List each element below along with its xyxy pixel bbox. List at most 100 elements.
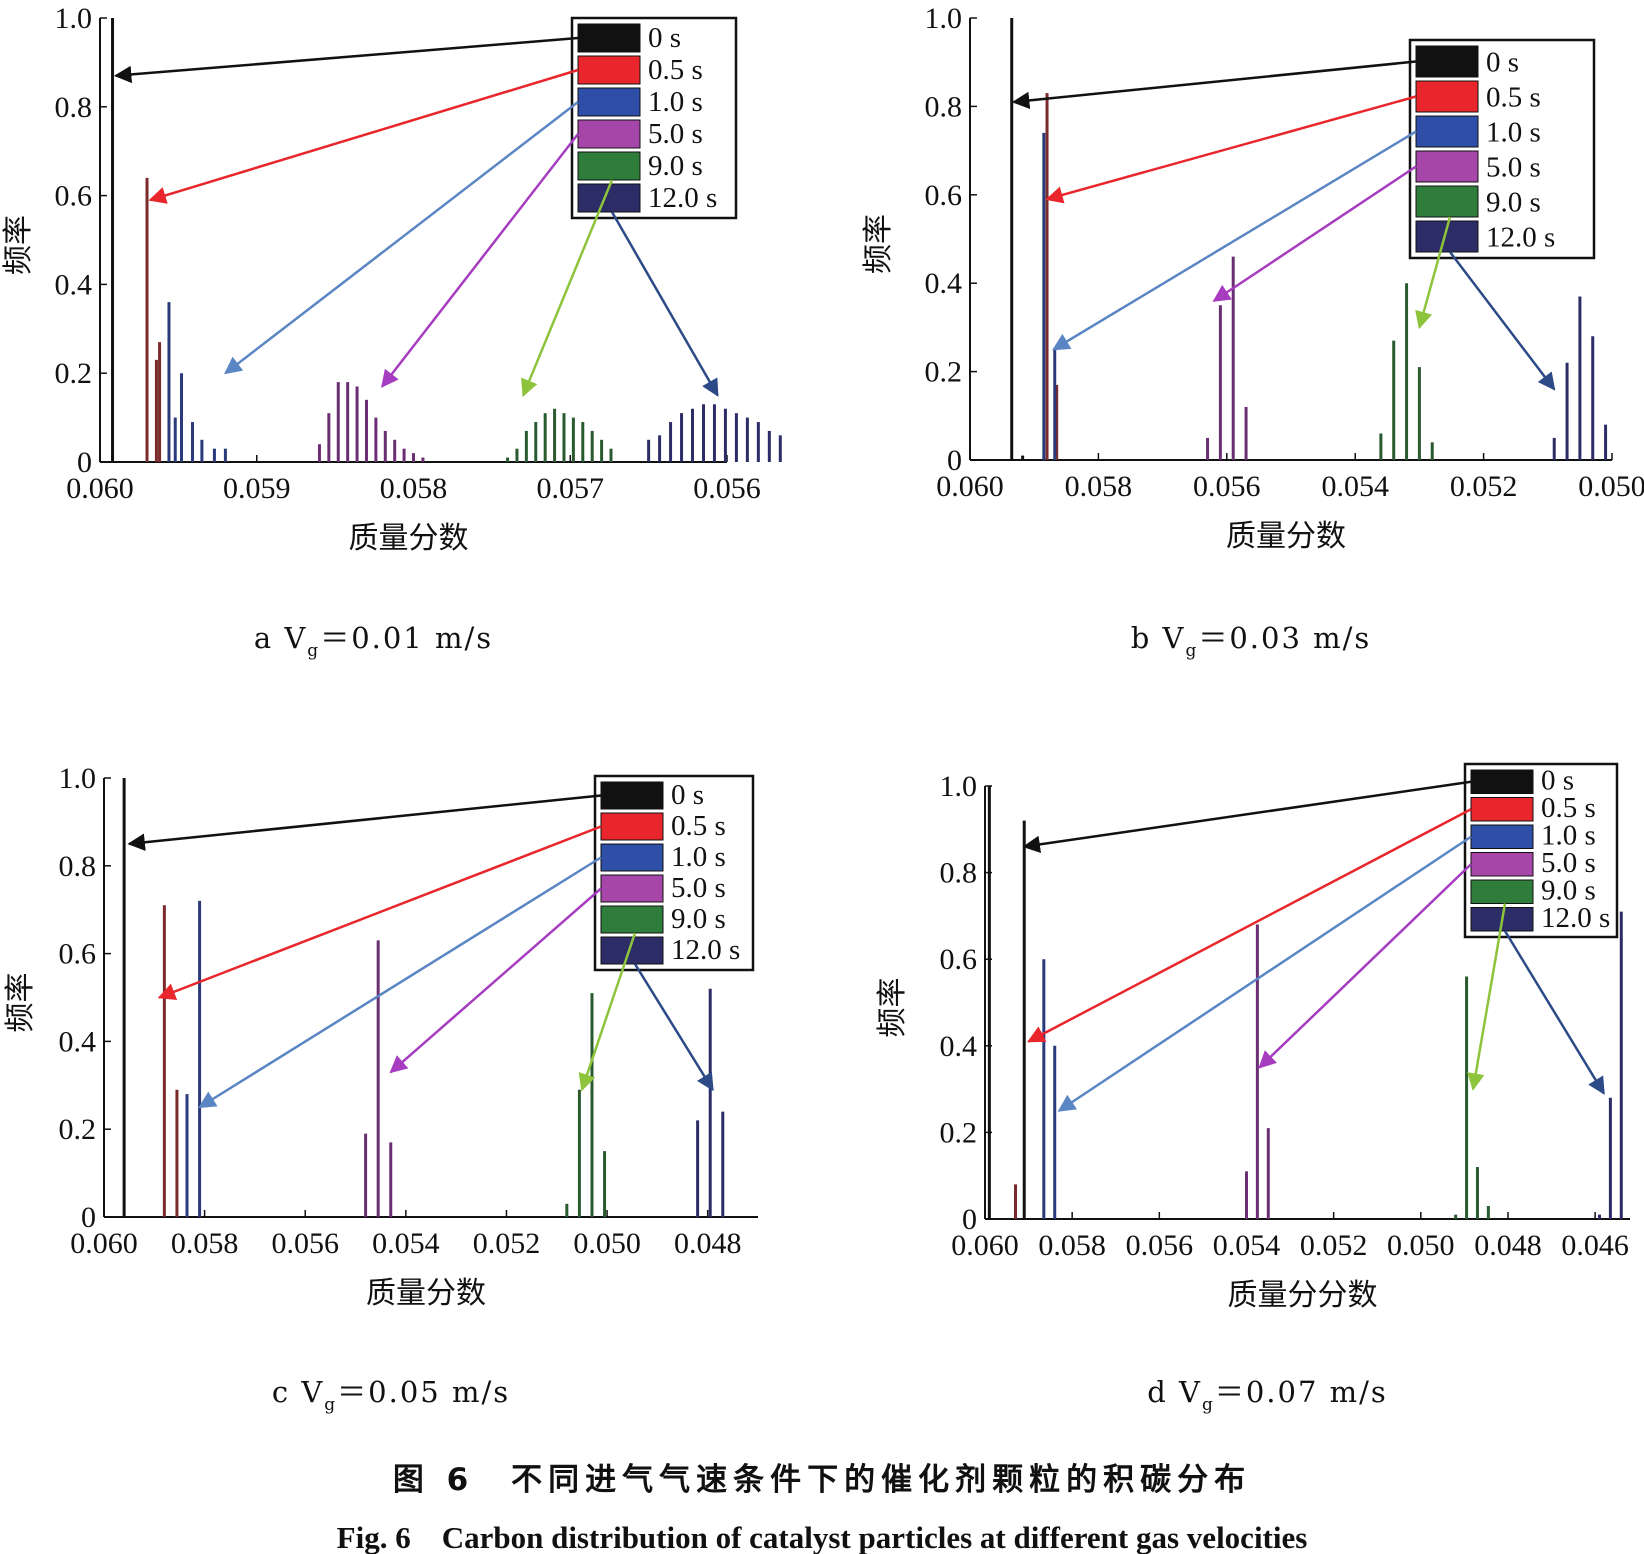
legend-label: 0.5 s xyxy=(648,54,703,86)
x-tick-label: 0.056 xyxy=(271,1227,339,1260)
x-tick-label: 0.048 xyxy=(1474,1229,1542,1262)
pointer-arrow xyxy=(389,887,602,1074)
x-tick-label: 0.048 xyxy=(674,1227,742,1260)
pointer-arrow xyxy=(521,179,614,398)
y-axis-title: 频率 xyxy=(3,973,38,1033)
legend-label: 1.0 s xyxy=(1486,116,1541,148)
y-tick-label: 1.0 xyxy=(59,762,97,795)
legend-label: 5.0 s xyxy=(1486,151,1541,183)
pointer-arrow xyxy=(578,932,637,1092)
y-tick-label: 0 xyxy=(962,1203,977,1236)
x-tick-label: 0.050 xyxy=(1387,1229,1455,1262)
pointer-arrow xyxy=(113,36,579,84)
pointer-arrow xyxy=(1449,251,1556,391)
y-tick-label: 0.8 xyxy=(55,91,93,124)
legend-swatch xyxy=(1470,852,1534,877)
x-tick-label: 0.056 xyxy=(1193,470,1261,503)
pointer-arrow xyxy=(148,68,579,204)
legend-swatch xyxy=(600,874,664,903)
pointer-arrow xyxy=(1258,863,1472,1069)
pointer-arrow xyxy=(1027,808,1472,1043)
pointer-arrow xyxy=(127,794,602,851)
legend-swatch xyxy=(577,151,641,181)
legend-label: 0 s xyxy=(648,22,681,54)
y-tick-label: 0.6 xyxy=(940,943,978,976)
legend-swatch xyxy=(577,119,641,149)
panel-caption-sub: g xyxy=(324,1395,337,1415)
panel-caption-rest: ＝0.07 m/s xyxy=(1215,1375,1388,1409)
legend-label: 1.0 s xyxy=(1541,819,1596,851)
panel-caption-prefix: b V xyxy=(1131,621,1186,655)
y-tick-label: 0.2 xyxy=(925,356,963,389)
figure-caption-cn: 图 6 不同进气气速条件下的催化剂颗粒的积碳分布 xyxy=(393,1462,1251,1498)
x-tick-label: 0.058 xyxy=(1038,1229,1106,1262)
panel-caption-rest: ＝0.05 m/s xyxy=(337,1375,510,1409)
x-tick-label: 0.052 xyxy=(1300,1229,1368,1262)
panel-caption: a Vg＝0.01 m/s xyxy=(254,621,493,661)
panel-caption: d Vg＝0.07 m/s xyxy=(1147,1375,1388,1415)
pointer-arrow xyxy=(633,963,714,1092)
legend-label: 5.0 s xyxy=(648,118,703,150)
x-tick-label: 0.052 xyxy=(473,1227,541,1260)
x-tick-label: 0.060 xyxy=(951,1229,1019,1262)
panel-caption-rest: ＝0.01 m/s xyxy=(320,621,493,655)
x-tick-label: 0.052 xyxy=(1450,470,1518,503)
legend-swatch xyxy=(1470,879,1534,904)
panel-caption-sub: g xyxy=(1185,641,1198,661)
pointer-arrow xyxy=(157,825,602,1000)
legend-swatch xyxy=(1470,797,1534,822)
legend-swatch xyxy=(600,905,664,934)
x-axis-title: 质量分数 xyxy=(366,1276,486,1311)
legend-swatch xyxy=(600,843,664,872)
legend-label: 9.0 s xyxy=(1486,186,1541,218)
legend-label: 0 s xyxy=(1541,764,1574,796)
y-tick-label: 0.2 xyxy=(59,1113,97,1146)
legend-swatch xyxy=(1470,824,1534,849)
x-tick-label: 0.054 xyxy=(1321,470,1389,503)
x-tick-label: 0.054 xyxy=(372,1227,440,1260)
pointer-arrow xyxy=(1051,130,1417,351)
legend-label: 12.0 s xyxy=(648,182,717,214)
y-axis-title: 频率 xyxy=(861,214,896,274)
x-tick-label: 0.054 xyxy=(1213,1229,1281,1262)
legend-swatch xyxy=(1415,45,1479,78)
y-tick-label: 0.2 xyxy=(940,1116,978,1149)
y-tick-label: 0.8 xyxy=(59,850,97,883)
pointer-arrow xyxy=(198,856,602,1109)
x-axis-title: 质量分数 xyxy=(349,521,469,556)
y-tick-label: 0.4 xyxy=(925,267,963,300)
legend: 0 s0.5 s1.0 s5.0 s9.0 s12.0 s xyxy=(593,774,755,972)
legend-label: 0.5 s xyxy=(671,810,726,842)
x-tick-label: 0.060 xyxy=(70,1227,138,1260)
x-axis-title: 质量分数 xyxy=(1226,519,1346,554)
y-tick-label: 0.4 xyxy=(940,1030,978,1063)
legend-swatch xyxy=(600,781,664,810)
panel-a: 0 0.2 0.4 0.6 0.8 1.0 0.060 0.059 0.058 0.057 0.05… xyxy=(1,2,782,661)
legend-label: 5.0 s xyxy=(671,872,726,904)
panel-caption-prefix: d V xyxy=(1147,1375,1202,1409)
legend-swatch xyxy=(1470,769,1534,794)
x-tick-label: 0.057 xyxy=(537,472,605,505)
pointer-arrow xyxy=(1045,95,1417,204)
legend-label: 0.5 s xyxy=(1486,81,1541,113)
legend-swatch xyxy=(1415,115,1479,148)
pointer-arrow xyxy=(1212,165,1417,302)
pointer-arrow xyxy=(224,101,579,375)
panel-caption-sub: g xyxy=(307,641,320,661)
legend-label: 9.0 s xyxy=(1541,874,1596,906)
legend-label: 1.0 s xyxy=(671,841,726,873)
y-tick-label: 1.0 xyxy=(940,770,978,803)
x-tick-label: 0.046 xyxy=(1561,1229,1629,1262)
y-tick-label: 1.0 xyxy=(55,2,93,35)
y-tick-label: 0.2 xyxy=(55,357,93,390)
pointer-arrow xyxy=(1415,216,1452,330)
panel-caption-prefix: a V xyxy=(254,621,307,655)
x-tick-label: 0.059 xyxy=(223,472,291,505)
panel-d: 0 0.2 0.4 0.6 0.8 1.0 0.060 0.058 0.056 0.054 0.05… xyxy=(875,762,1630,1415)
x-tick-label: 0.056 xyxy=(693,472,761,505)
y-tick-label: 0 xyxy=(947,444,962,477)
y-tick-label: 1.0 xyxy=(925,2,963,35)
pointer-arrow xyxy=(1011,60,1417,110)
legend-label: 12.0 s xyxy=(671,934,740,966)
